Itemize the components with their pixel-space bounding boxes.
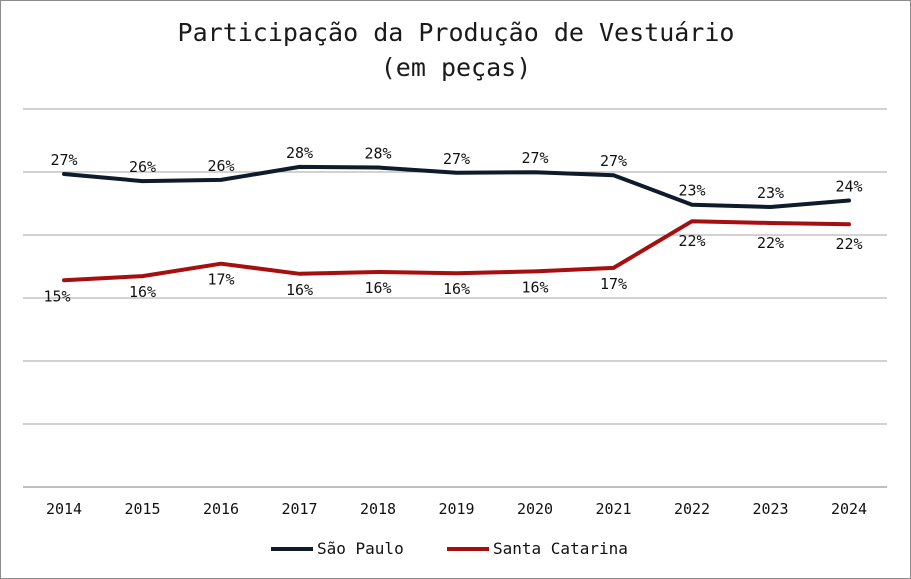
data-label-sao-paulo: 24% [835,178,862,196]
data-label-santa-catarina: 16% [521,278,548,296]
data-label-santa-catarina: 16% [129,283,156,301]
x-tick-label: 2019 [438,500,474,518]
x-tick-label: 2023 [752,500,788,518]
data-label-sao-paulo: 28% [364,144,391,162]
data-label-santa-catarina: 22% [757,234,784,252]
x-tick-label: 2015 [124,500,160,518]
series-lines [62,164,851,283]
x-tick-label: 2021 [595,500,631,518]
data-label-santa-catarina: 16% [364,279,391,297]
x-tick-label: 2017 [281,500,317,518]
legend-label: Santa Catarina [493,539,628,558]
data-label-santa-catarina: 17% [207,271,234,289]
data-label-santa-catarina: 15% [43,287,70,305]
data-label-santa-catarina: 22% [835,235,862,253]
data-label-sao-paulo: 27% [50,151,77,169]
x-tick-label: 2020 [517,500,553,518]
chart-title-line-1: Participação da Produção de Vestuário [178,18,735,47]
data-labels: 27% 26% 26% 28% 28% 27% 27% 27% 23% 23% 24% 15% 16% 1… [43,144,862,305]
x-tick-label: 2022 [674,500,710,518]
x-tick-label: 2018 [360,500,396,518]
data-label-sao-paulo: 26% [207,157,234,175]
x-tick-label: 2016 [203,500,239,518]
data-label-santa-catarina: 17% [600,275,627,293]
x-tick-label: 2024 [831,500,867,518]
data-label-sao-paulo: 27% [521,149,548,167]
legend-label: São Paulo [317,539,404,558]
series-line-sao-paulo [62,164,851,209]
data-label-santa-catarina: 16% [443,280,470,298]
data-label-sao-paulo: 23% [757,184,784,202]
chart-title-line-2: (em peças) [381,53,532,82]
x-tick-label: 2014 [46,500,82,518]
legend: São Paulo Santa Catarina [271,539,628,558]
data-label-sao-paulo: 27% [443,150,470,168]
x-axis-tick-labels: 2014 2015 2016 2017 2018 2019 2020 2021 2022 2023… [46,500,867,518]
data-label-sao-paulo: 26% [129,158,156,176]
gridlines [23,108,887,488]
data-label-sao-paulo: 23% [678,182,705,200]
data-label-sao-paulo: 28% [286,144,313,162]
data-label-sao-paulo: 27% [600,152,627,170]
data-label-santa-catarina: 16% [286,281,313,299]
chart-title: Participação da Produção de Vestuário (e… [178,18,735,82]
data-label-santa-catarina: 22% [678,232,705,250]
series-line-santa-catarina [62,219,851,283]
